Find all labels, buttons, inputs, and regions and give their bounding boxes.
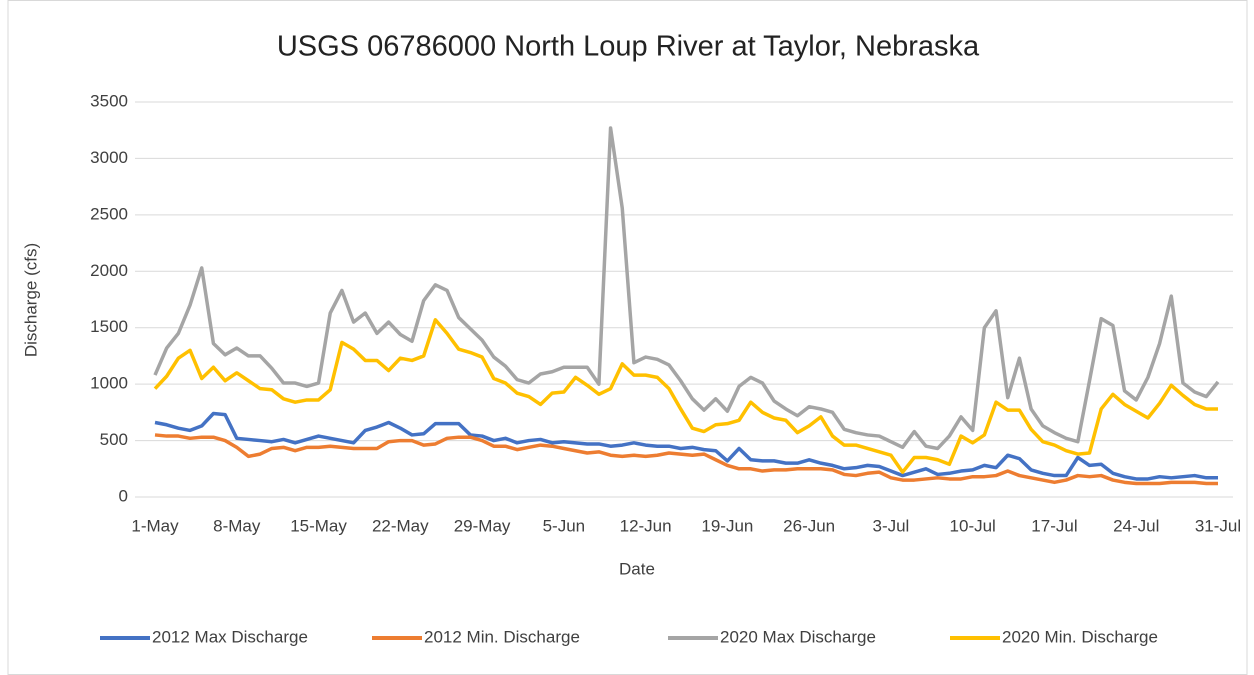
x-tick-label: 22-May: [372, 516, 429, 535]
x-tick-label: 24-Jul: [1113, 516, 1159, 535]
y-axis-label: Discharge (cfs): [21, 243, 40, 357]
line-series: [154, 433, 1218, 486]
legend-label: 2012 Min. Discharge: [424, 627, 580, 646]
x-tick-label: 29-May: [454, 516, 511, 535]
y-tick-label: 2500: [90, 204, 128, 223]
legend-label: 2012 Max Discharge: [152, 627, 308, 646]
x-tick-label: 17-Jul: [1031, 516, 1077, 535]
y-tick-label: 1500: [90, 317, 128, 336]
x-tick-label: 31-Jul: [1195, 516, 1241, 535]
x-tick-label: 1-May: [131, 516, 179, 535]
legend-label: 2020 Min. Discharge: [1002, 627, 1158, 646]
x-tick-label: 12-Jun: [620, 516, 672, 535]
legend-label: 2020 Max Discharge: [720, 627, 876, 646]
line-series: [154, 411, 1218, 481]
chart-title: USGS 06786000 North Loup River at Taylor…: [277, 31, 980, 63]
y-tick-label: 500: [100, 430, 128, 449]
x-tick-label: 10-Jul: [950, 516, 996, 535]
x-tick-label: 26-Jun: [783, 516, 835, 535]
line-series: [153, 318, 1218, 474]
line-series: [153, 126, 1220, 451]
x-tick-label: 8-May: [213, 516, 261, 535]
x-tick-label: 19-Jun: [701, 516, 753, 535]
x-tick-label: 15-May: [290, 516, 347, 535]
y-tick-label: 2000: [90, 261, 128, 280]
y-tick-label: 3000: [90, 148, 128, 167]
y-tick-label: 1000: [90, 374, 128, 393]
y-tick-label: 0: [119, 486, 128, 505]
chart-border: [7, 0, 1248, 675]
y-tick-label: 3500: [90, 91, 128, 110]
x-axis-label: Date: [619, 559, 655, 578]
x-tick-label: 3-Jul: [872, 516, 909, 535]
x-tick-label: 5-Jun: [543, 516, 586, 535]
